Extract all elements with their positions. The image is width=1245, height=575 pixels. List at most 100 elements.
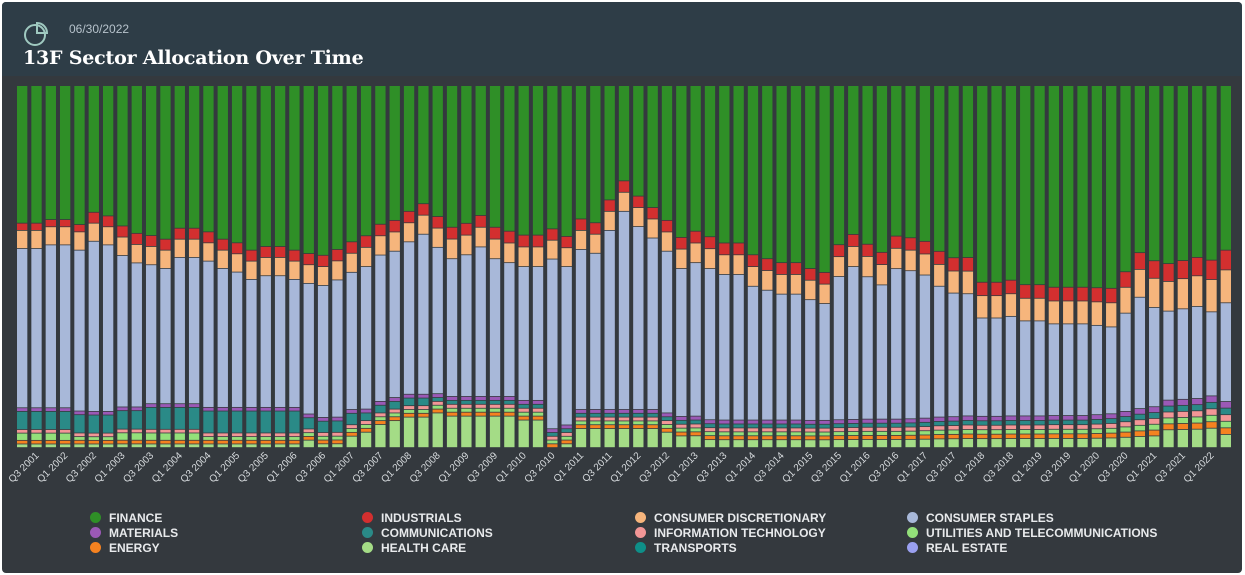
bar-segment-information-technology[interactable]	[117, 429, 128, 433]
bar-segment-industrials[interactable]	[1149, 261, 1160, 278]
bar-segment-industrials[interactable]	[862, 244, 873, 257]
bar-segment-industrials[interactable]	[962, 257, 974, 271]
bar-segment-consumer-staples[interactable]	[188, 257, 200, 404]
bar-segment-health-care[interactable]	[59, 444, 71, 448]
bar-segment-communications[interactable]	[160, 407, 171, 429]
bar-segment-finance[interactable]	[633, 86, 644, 196]
bar-segment-communications[interactable]	[532, 404, 544, 408]
bar-segment-finance[interactable]	[590, 86, 601, 223]
bar-segment-information-technology[interactable]	[475, 404, 486, 408]
bar-segment-information-technology[interactable]	[303, 429, 314, 433]
bar-segment-utilities-telecom[interactable]	[446, 408, 458, 412]
bar-segment-utilities-telecom[interactable]	[819, 432, 830, 436]
bar-segment-utilities-telecom[interactable]	[317, 436, 329, 440]
bar-segment-energy[interactable]	[203, 440, 214, 444]
bar-segment-consumer-staples[interactable]	[790, 294, 802, 420]
bar-segment-communications[interactable]	[1091, 419, 1103, 424]
bar-segment-finance[interactable]	[518, 86, 529, 235]
bar-segment-energy[interactable]	[719, 436, 730, 440]
bar-segment-communications[interactable]	[977, 421, 988, 425]
legend-item-materials[interactable]: MATERIALS	[90, 525, 178, 540]
bar-segment-information-technology[interactable]	[590, 417, 601, 421]
bar-segment-materials[interactable]	[174, 404, 185, 407]
bar-segment-health-care[interactable]	[833, 440, 845, 448]
bar-segment-utilities-telecom[interactable]	[1048, 429, 1060, 434]
bar-segment-communications[interactable]	[117, 411, 128, 429]
bar-segment-finance[interactable]	[776, 86, 787, 263]
bar-segment-consumer-discretionary[interactable]	[891, 248, 902, 269]
bar-segment-health-care[interactable]	[346, 436, 357, 448]
bar-segment-communications[interactable]	[747, 424, 759, 428]
bar-segment-finance[interactable]	[1192, 86, 1203, 257]
bar-segment-energy[interactable]	[274, 440, 286, 444]
bar-segment-energy[interactable]	[489, 412, 501, 416]
bar-segment-health-care[interactable]	[1134, 436, 1146, 448]
bar-segment-industrials[interactable]	[647, 207, 658, 219]
bar-segment-consumer-discretionary[interactable]	[303, 265, 314, 283]
bar-segment-industrials[interactable]	[948, 258, 959, 271]
bar-segment-communications[interactable]	[74, 415, 85, 433]
bar-segment-materials[interactable]	[633, 409, 644, 413]
bar-segment-information-technology[interactable]	[375, 413, 386, 417]
bar-segment-consumer-discretionary[interactable]	[1106, 303, 1117, 327]
bar-segment-materials[interactable]	[762, 420, 773, 424]
bar-segment-consumer-discretionary[interactable]	[905, 250, 916, 271]
bar-segment-health-care[interactable]	[1149, 436, 1160, 448]
bar-segment-information-technology[interactable]	[1134, 420, 1146, 425]
legend-item-real-estate[interactable]: REAL ESTATE	[907, 540, 1007, 555]
bar-segment-utilities-telecom[interactable]	[575, 421, 587, 425]
bar-segment-industrials[interactable]	[590, 223, 601, 234]
bar-segment-materials[interactable]	[117, 407, 128, 411]
bar-segment-information-technology[interactable]	[676, 424, 687, 428]
bar-segment-materials[interactable]	[532, 400, 544, 404]
bar-segment-energy[interactable]	[532, 416, 544, 420]
bar-segment-communications[interactable]	[432, 397, 443, 401]
bar-segment-consumer-discretionary[interactable]	[1220, 270, 1231, 303]
legend-item-consumer-staples[interactable]: CONSUMER STAPLES	[907, 510, 1054, 525]
bar-segment-consumer-discretionary[interactable]	[475, 227, 486, 247]
bar-segment-information-technology[interactable]	[633, 417, 644, 421]
bar-segment-health-care[interactable]	[289, 444, 300, 448]
bar-segment-health-care[interactable]	[905, 439, 916, 448]
bar-segment-communications[interactable]	[1077, 420, 1088, 425]
bar-segment-industrials[interactable]	[289, 250, 300, 261]
bar-segment-information-technology[interactable]	[819, 428, 830, 432]
bar-segment-utilities-telecom[interactable]	[375, 417, 386, 421]
bar-segment-industrials[interactable]	[332, 249, 343, 261]
bar-segment-energy[interactable]	[1134, 431, 1146, 437]
bar-segment-utilities-telecom[interactable]	[805, 432, 816, 436]
bar-segment-energy[interactable]	[661, 428, 673, 432]
bar-segment-communications[interactable]	[274, 411, 286, 433]
bar-segment-materials[interactable]	[74, 411, 85, 415]
bar-segment-industrials[interactable]	[346, 242, 357, 253]
bar-segment-health-care[interactable]	[776, 440, 787, 448]
bar-segment-materials[interactable]	[518, 400, 529, 404]
bar-segment-communications[interactable]	[590, 413, 601, 417]
bar-segment-health-care[interactable]	[518, 420, 529, 448]
bar-segment-industrials[interactable]	[762, 259, 773, 271]
bar-segment-utilities-telecom[interactable]	[1120, 427, 1131, 432]
bar-segment-information-technology[interactable]	[102, 433, 114, 437]
bar-segment-finance[interactable]	[805, 86, 816, 269]
bar-segment-energy[interactable]	[88, 440, 99, 444]
bar-segment-consumer-staples[interactable]	[31, 248, 42, 408]
bar-segment-energy[interactable]	[1120, 432, 1131, 437]
bar-segment-energy[interactable]	[561, 440, 572, 444]
bar-segment-industrials[interactable]	[59, 219, 71, 227]
bar-segment-consumer-discretionary[interactable]	[461, 235, 472, 255]
bar-segment-materials[interactable]	[1149, 407, 1160, 413]
bar-segment-utilities-telecom[interactable]	[403, 409, 415, 413]
bar-segment-energy[interactable]	[604, 425, 615, 429]
bar-segment-materials[interactable]	[59, 408, 71, 411]
bar-segment-health-care[interactable]	[532, 420, 544, 448]
bar-segment-utilities-telecom[interactable]	[489, 408, 501, 412]
bar-segment-energy[interactable]	[188, 440, 200, 444]
bar-segment-consumer-discretionary[interactable]	[547, 240, 558, 259]
bar-segment-utilities-telecom[interactable]	[518, 412, 529, 416]
bar-segment-consumer-staples[interactable]	[561, 267, 572, 425]
bar-segment-consumer-staples[interactable]	[1077, 324, 1088, 416]
bar-segment-communications[interactable]	[1106, 419, 1117, 424]
bar-segment-materials[interactable]	[1163, 400, 1174, 406]
bar-segment-finance[interactable]	[948, 86, 959, 258]
bar-segment-health-care[interactable]	[805, 440, 816, 448]
